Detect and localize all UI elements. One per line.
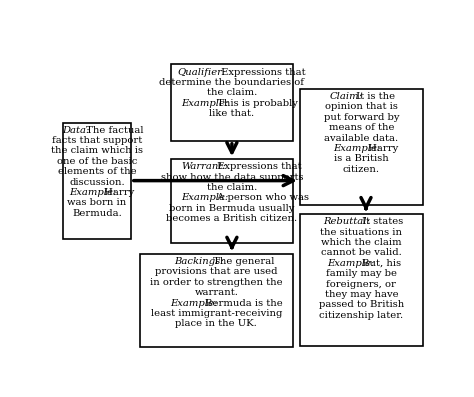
Text: they may have: they may have <box>325 290 398 299</box>
Text: Qualifier:: Qualifier: <box>177 67 226 77</box>
Text: Backings:: Backings: <box>174 257 224 266</box>
Text: Example:: Example: <box>333 144 381 153</box>
Text: discussion.: discussion. <box>69 177 125 187</box>
Bar <box>300 89 423 205</box>
Text: Rebuttal:: Rebuttal: <box>323 217 370 226</box>
Text: becomes a British citizen.: becomes a British citizen. <box>166 214 298 223</box>
Text: Example:: Example: <box>182 193 229 202</box>
Text: the claim.: the claim. <box>207 183 257 192</box>
Text: Example:: Example: <box>327 259 374 268</box>
Text: determine the boundaries of: determine the boundaries of <box>159 78 304 87</box>
Text: show how the data supports: show how the data supports <box>161 173 303 182</box>
Text: The general: The general <box>210 257 274 266</box>
Text: But, his: But, his <box>359 259 401 268</box>
Text: put forward by: put forward by <box>324 113 399 122</box>
Text: provisions that are used: provisions that are used <box>155 268 278 276</box>
Text: Expressions that: Expressions that <box>214 162 301 171</box>
Text: the situations in: the situations in <box>320 228 402 237</box>
Text: Harry: Harry <box>101 188 134 197</box>
Text: elements of the: elements of the <box>57 167 136 176</box>
Text: which the claim: which the claim <box>321 238 401 247</box>
Text: means of the: means of the <box>328 123 394 132</box>
Text: Expressions that: Expressions that <box>218 67 305 77</box>
Text: one of the basic: one of the basic <box>57 157 137 166</box>
Text: citizen.: citizen. <box>343 165 380 174</box>
Text: like that.: like that. <box>210 109 255 118</box>
Text: Example:: Example: <box>69 188 116 197</box>
Text: It is the: It is the <box>353 92 395 101</box>
Bar <box>171 64 292 141</box>
Text: Warrant:: Warrant: <box>182 162 226 171</box>
Text: cannot be valid.: cannot be valid. <box>321 249 402 258</box>
Text: facts that support: facts that support <box>52 136 142 145</box>
Text: It states: It states <box>359 217 404 226</box>
Text: Example:: Example: <box>182 99 229 108</box>
Text: Claim:: Claim: <box>329 92 362 101</box>
Text: in order to strengthen the: in order to strengthen the <box>150 278 283 287</box>
Text: was born in: was born in <box>67 198 127 207</box>
Text: born in Bermuda usually: born in Bermuda usually <box>169 204 295 213</box>
Text: is a British: is a British <box>334 154 389 163</box>
Text: citizenship later.: citizenship later. <box>319 311 403 320</box>
Text: This is probably: This is probably <box>214 99 298 108</box>
Text: the claim which is: the claim which is <box>51 146 143 155</box>
Bar <box>300 214 423 346</box>
Bar <box>140 254 292 347</box>
Text: foreigners, or: foreigners, or <box>327 279 396 289</box>
Text: Harry: Harry <box>365 144 399 153</box>
Text: the claim.: the claim. <box>207 88 257 97</box>
Text: Bermuda.: Bermuda. <box>72 209 122 218</box>
Text: available data.: available data. <box>324 133 399 143</box>
Text: passed to British: passed to British <box>319 301 404 309</box>
Text: family may be: family may be <box>326 269 397 278</box>
Bar <box>171 159 292 243</box>
Text: warrant.: warrant. <box>194 288 238 297</box>
Text: opinion that is: opinion that is <box>325 102 398 112</box>
Text: A person who was: A person who was <box>214 193 309 202</box>
Text: The factual: The factual <box>83 125 143 135</box>
Text: Data:: Data: <box>63 125 90 135</box>
Text: place in the UK.: place in the UK. <box>175 320 257 328</box>
Text: Bermuda is the: Bermuda is the <box>202 299 283 308</box>
Text: least immigrant-receiving: least immigrant-receiving <box>151 309 282 318</box>
Bar <box>63 123 131 239</box>
Text: Example:: Example: <box>170 299 217 308</box>
